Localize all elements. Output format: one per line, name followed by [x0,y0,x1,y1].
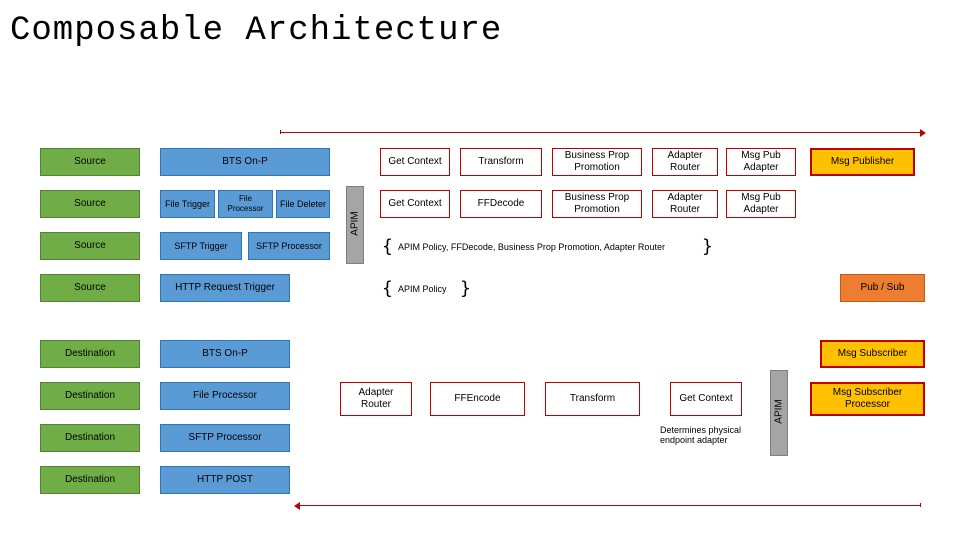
flow-arrow-bottom [300,505,920,506]
policy-text-2: APIM Policy [398,284,447,294]
msg-sub-processor: Msg Subscriber Processor [810,382,925,416]
source-box-1: Source [40,148,140,176]
pipe-r2-router: Adapter Router [652,190,718,218]
pipe-r2-bpp: Business Prop Promotion [552,190,642,218]
trigger-http: HTTP Request Trigger [160,274,290,302]
brace-l1: { [382,236,393,257]
apim-label-bottom: APIM [774,399,785,423]
flow-arrow-top [280,132,920,133]
pipe-b-router: Adapter Router [340,382,412,416]
trigger-file-proc: File Processor [218,190,273,218]
page-title: Composable Architecture [0,0,960,54]
pipe-r1-router: Adapter Router [652,148,718,176]
pipe-r1-transform: Transform [460,148,542,176]
determines-note: Determines physical endpoint adapter [660,425,750,445]
pipe-r2-getcontext: Get Context [380,190,450,218]
dest-trig-sftp: SFTP Processor [160,424,290,452]
dest-box-4: Destination [40,466,140,494]
flow-arrow-tick-bottom [920,503,921,507]
pipe-r1-bpp: Business Prop Promotion [552,148,642,176]
dest-box-2: Destination [40,382,140,410]
dest-trig-http: HTTP POST [160,466,290,494]
policy-text-1: APIM Policy, FFDecode, Business Prop Pro… [398,242,665,252]
apim-label-top: APIM [350,211,361,235]
trigger-file-del: File Deleter [276,190,330,218]
pipe-b-getcontext: Get Context [670,382,742,416]
pipe-r1-msgadapter: Msg Pub Adapter [726,148,796,176]
dest-box-3: Destination [40,424,140,452]
pipe-b-ffencode: FFEncode [430,382,525,416]
dest-trig-file: File Processor [160,382,290,410]
pipe-r2-msgadapter: Msg Pub Adapter [726,190,796,218]
pipe-r1-getcontext: Get Context [380,148,450,176]
dest-trig-bts: BTS On-P [160,340,290,368]
dest-box-1: Destination [40,340,140,368]
msg-subscriber: Msg Subscriber [820,340,925,368]
source-box-4: Source [40,274,140,302]
pipe-r2-ffdecode: FFDecode [460,190,542,218]
brace-r1: } [702,236,713,257]
trigger-sftp-proc: SFTP Processor [248,232,330,260]
flow-arrow-tick [280,130,281,134]
brace-l2: { [382,278,393,299]
msg-publisher: Msg Publisher [810,148,915,176]
pipe-b-transform: Transform [545,382,640,416]
pub-sub: Pub / Sub [840,274,925,302]
trigger-bts: BTS On-P [160,148,330,176]
source-box-2: Source [40,190,140,218]
trigger-sftp: SFTP Trigger [160,232,242,260]
trigger-file: File Trigger [160,190,215,218]
source-box-3: Source [40,232,140,260]
brace-r2: } [460,278,471,299]
